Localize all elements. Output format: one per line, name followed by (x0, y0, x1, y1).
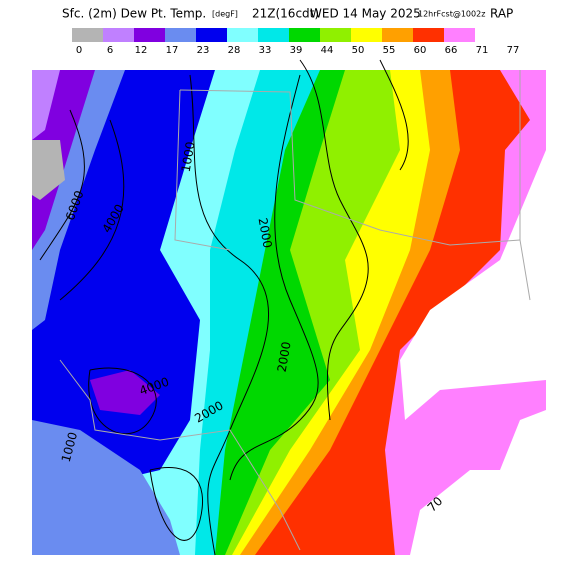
region (32, 420, 180, 555)
legend-swatch (134, 28, 165, 42)
region (32, 70, 60, 140)
contour-label: 2000 (275, 341, 294, 374)
legend-label: 39 (290, 45, 303, 56)
forecast: 12hrFcst@1002z (418, 10, 485, 19)
legend-label: 33 (259, 45, 272, 56)
legend-label: 50 (352, 45, 365, 56)
contour-label: 2000 (256, 217, 275, 250)
legend-swatch (289, 28, 320, 42)
legend-swatch (227, 28, 258, 42)
legend-label: 6 (107, 45, 113, 56)
region (410, 410, 546, 555)
legend-swatch (320, 28, 351, 42)
model: RAP (490, 7, 513, 21)
legend-label: 66 (445, 45, 458, 56)
legend-label: 17 (166, 45, 179, 56)
contours (39, 59, 409, 556)
legend: 0 6 12 17 23 28 33 39 44 50 55 60 66 71 77 (72, 28, 519, 56)
legend-label: 71 (476, 45, 489, 56)
legend-label: 12 (135, 45, 148, 56)
legend-swatch (444, 28, 475, 42)
legend-swatch (72, 28, 103, 42)
legend-swatch (382, 28, 413, 42)
legend-swatch (413, 28, 444, 42)
region (400, 150, 546, 420)
legend-swatch (103, 28, 134, 42)
legend-swatch (258, 28, 289, 42)
legend-label: 60 (414, 45, 427, 56)
date: WED 14 May 2025 (310, 7, 421, 21)
units: [degF] (212, 10, 238, 19)
legend-swatch (351, 28, 382, 42)
legend-label: 0 (76, 45, 82, 56)
borders (59, 70, 531, 551)
title: Sfc. (2m) Dew Pt. Temp. (62, 7, 206, 21)
region (90, 370, 160, 415)
region (32, 140, 65, 200)
legend-label: 23 (197, 45, 210, 56)
map: 1000 2000 6000 4000 2000 4000 2000 1000 … (32, 59, 546, 556)
legend-swatch (165, 28, 196, 42)
contour-label: 1000 (179, 141, 198, 174)
legend-label: 55 (383, 45, 396, 56)
legend-label: 77 (507, 45, 520, 56)
legend-label: 44 (321, 45, 334, 56)
legend-label: 28 (228, 45, 241, 56)
legend-swatch (196, 28, 227, 42)
valid-time: 21Z(16cdt) (252, 7, 319, 21)
